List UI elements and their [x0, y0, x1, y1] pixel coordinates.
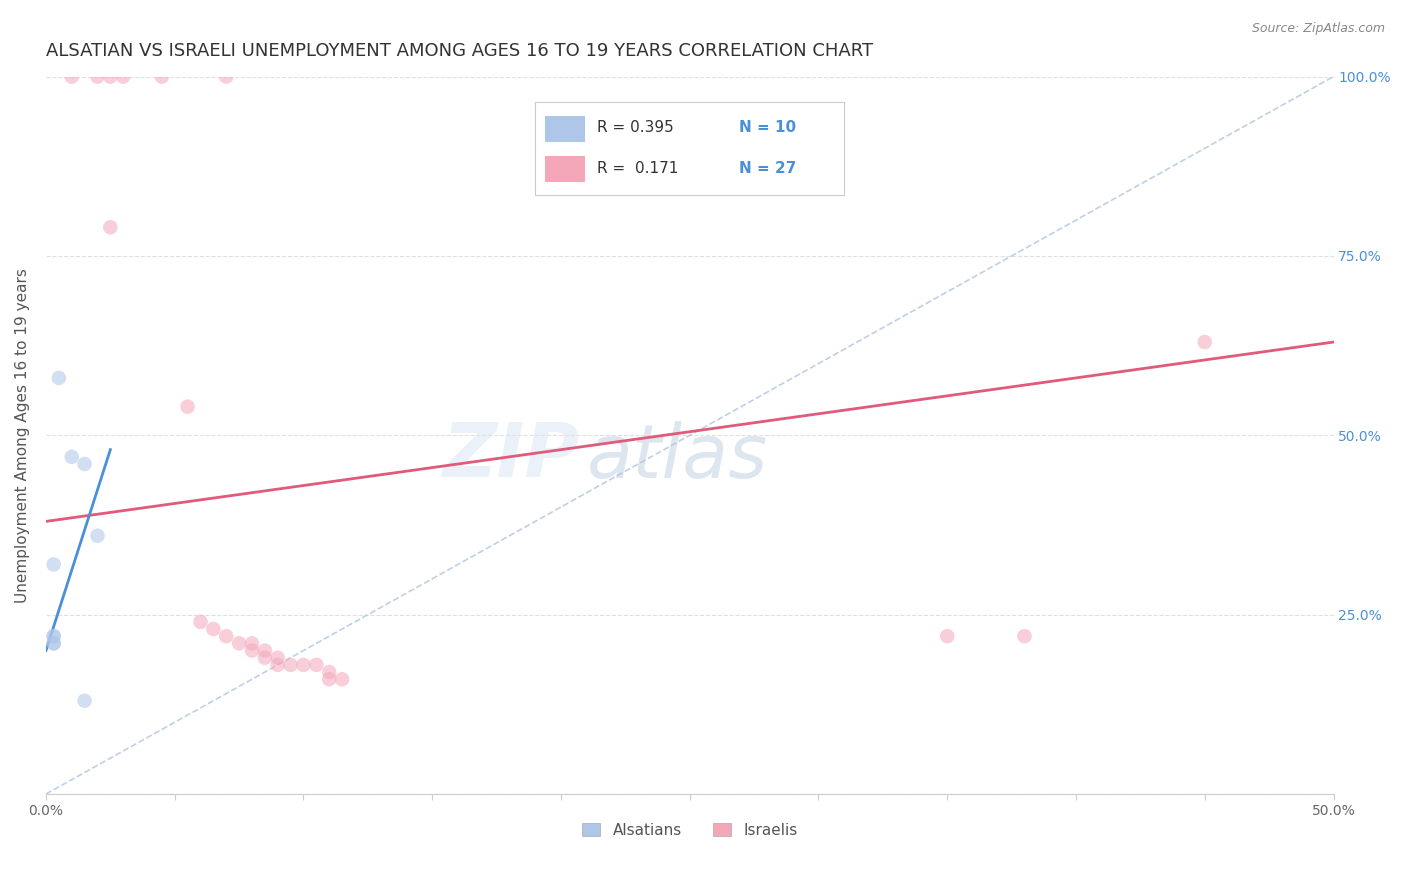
Point [240, 636, 263, 650]
Point [228, 636, 250, 650]
Point [73, 457, 96, 471]
Point [318, 665, 340, 679]
Point [60, 450, 83, 464]
Point [215, 629, 238, 643]
Point [267, 657, 290, 672]
Point [73, 694, 96, 708]
Point [202, 622, 225, 636]
Point [215, 70, 238, 84]
Text: ZIP: ZIP [443, 420, 581, 493]
Point [1194, 334, 1216, 349]
Point [60, 70, 83, 84]
Point [318, 672, 340, 686]
Point [98, 70, 121, 84]
Point [42, 636, 65, 650]
Text: Source: ZipAtlas.com: Source: ZipAtlas.com [1251, 22, 1385, 36]
Point [190, 615, 212, 629]
Text: ALSATIAN VS ISRAELI UNEMPLOYMENT AMONG AGES 16 TO 19 YEARS CORRELATION CHART: ALSATIAN VS ISRAELI UNEMPLOYMENT AMONG A… [46, 42, 873, 60]
Point [330, 672, 353, 686]
Text: atlas: atlas [586, 421, 768, 492]
Point [936, 629, 959, 643]
Point [42, 629, 65, 643]
Point [98, 220, 121, 235]
Point [48, 371, 70, 385]
Point [86, 70, 108, 84]
Legend: Alsatians, Israelis: Alsatians, Israelis [576, 816, 803, 844]
Point [112, 70, 135, 84]
Point [267, 650, 290, 665]
Point [253, 643, 276, 657]
Point [42, 636, 65, 650]
Y-axis label: Unemployment Among Ages 16 to 19 years: Unemployment Among Ages 16 to 19 years [15, 268, 30, 603]
Point [42, 629, 65, 643]
Point [240, 643, 263, 657]
Point [42, 558, 65, 572]
Point [150, 70, 173, 84]
Point [280, 657, 302, 672]
Point [253, 650, 276, 665]
Point [292, 657, 315, 672]
Point [176, 400, 198, 414]
Point [305, 657, 328, 672]
Point [1014, 629, 1036, 643]
Point [86, 529, 108, 543]
